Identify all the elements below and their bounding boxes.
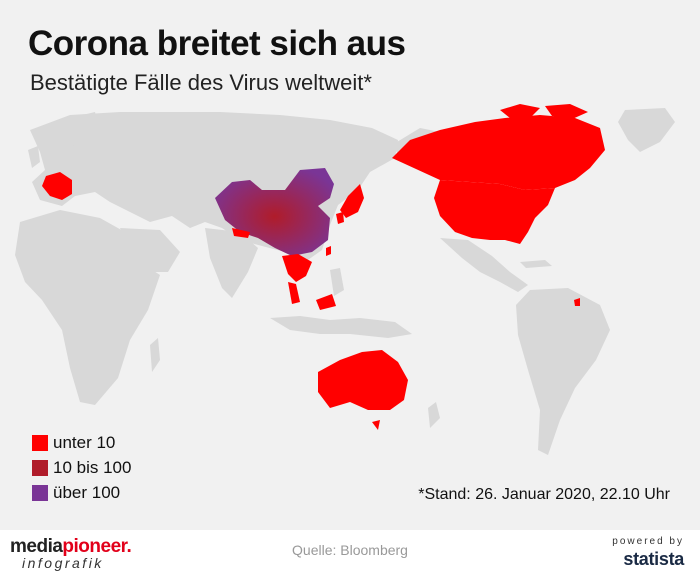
mediapioneer-logo: mediapioneer. xyxy=(10,536,132,558)
footer: mediapioneer. infografik Quelle: Bloombe… xyxy=(0,530,700,576)
nepal xyxy=(232,228,250,238)
statista-logo: statista xyxy=(623,549,684,569)
legend-swatch xyxy=(32,434,48,451)
uk xyxy=(28,146,40,168)
tasmania xyxy=(372,420,380,430)
new-zealand xyxy=(428,402,440,428)
mexico xyxy=(440,238,528,292)
legend: unter 10 10 bis 100 über 100 xyxy=(32,430,131,505)
legend-label: unter 10 xyxy=(53,432,116,452)
scandinavia xyxy=(70,112,100,150)
greenland xyxy=(618,108,675,152)
indonesia xyxy=(270,316,412,338)
powered-by-label: powered by xyxy=(612,536,684,547)
legend-item-over-100: über 100 xyxy=(32,480,131,505)
brand-subtitle: infografik xyxy=(22,555,104,571)
brand-prefix: media xyxy=(10,536,63,557)
malaysia xyxy=(288,282,300,304)
thailand-vietnam xyxy=(282,254,312,282)
china xyxy=(215,168,334,256)
legend-label: über 100 xyxy=(53,482,121,502)
legend-item-under-10: unter 10 xyxy=(32,430,131,455)
usa xyxy=(434,180,555,244)
madagascar xyxy=(150,338,160,372)
source-note: Quelle: Bloomberg xyxy=(292,542,408,558)
south-america xyxy=(516,288,610,455)
canada-islands xyxy=(500,104,588,120)
malaysia-borneo xyxy=(316,294,336,310)
legend-swatch xyxy=(32,484,48,501)
philippines xyxy=(330,268,344,296)
taiwan xyxy=(326,246,331,256)
africa xyxy=(15,210,160,405)
french-guiana xyxy=(574,298,580,306)
world-map xyxy=(15,104,675,455)
south-korea xyxy=(336,212,344,224)
legend-label: 10 bis 100 xyxy=(53,457,132,477)
arabia xyxy=(120,228,180,272)
chart-title: Corona breitet sich aus xyxy=(28,24,406,63)
brand-dot: . xyxy=(126,536,132,557)
canada xyxy=(392,115,605,190)
brand-accent: pioneer xyxy=(62,536,127,557)
caribbean xyxy=(520,260,552,268)
australia xyxy=(318,350,408,410)
timestamp-note: *Stand: 26. Januar 2020, 22.10 Uhr xyxy=(418,486,670,503)
france xyxy=(42,172,72,200)
india xyxy=(205,228,258,298)
japan xyxy=(340,184,364,218)
legend-item-10-to-100: 10 bis 100 xyxy=(32,455,131,480)
legend-swatch xyxy=(32,459,48,476)
chart-subtitle: Bestätigte Fälle des Virus weltweit* xyxy=(30,70,372,95)
